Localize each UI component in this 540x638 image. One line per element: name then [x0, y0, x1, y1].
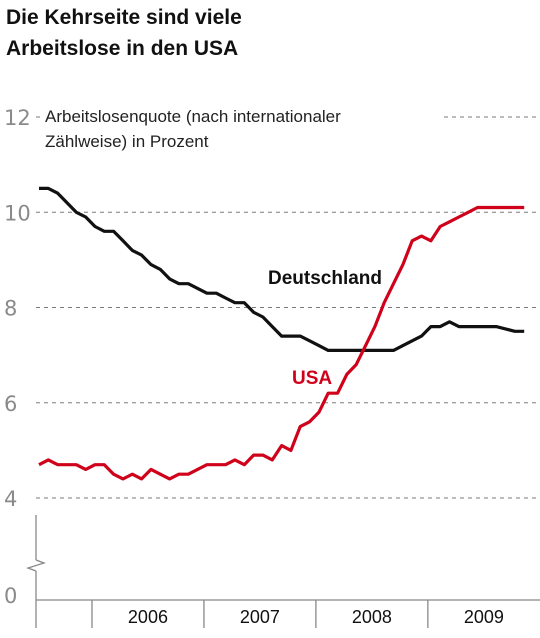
y-tick-label-12: 12 [4, 106, 31, 130]
x-tick-label-2006: 2006 [128, 607, 168, 627]
chart-title-line-2: Arbeitslose in den USA [6, 37, 239, 60]
axis-annotation: Arbeitslosenquote (nach internationaler … [40, 100, 440, 152]
y-tick-label-10: 10 [4, 201, 31, 225]
y-tick-label-6: 6 [4, 392, 17, 416]
axes [25, 515, 540, 628]
gridlines [36, 116, 540, 499]
series-label-usa: USA [292, 368, 332, 389]
y-tick-label-8: 8 [4, 297, 17, 321]
series-line-usa [38, 205, 525, 481]
y-axis-ticks: 0 4 6 8 10 12 [4, 106, 31, 608]
chart-title-line-1: Die Kehrseite sind viele [6, 6, 242, 29]
x-tick-label-2008: 2008 [352, 607, 392, 627]
series-labels: Deutschland USA [268, 268, 382, 389]
series-line-deutschland [39, 186, 525, 352]
y-tick-label-0: 0 [4, 584, 17, 608]
series-label-deutschland: Deutschland [268, 268, 382, 289]
x-tick-label-2007: 2007 [240, 607, 280, 627]
annotation-line-2: Zählweise) in Prozent [45, 132, 209, 151]
series [38, 186, 525, 481]
annotation-background [40, 100, 440, 152]
x-tick-label-2009: 2009 [464, 607, 504, 627]
x-axis-ticks: 2006 2007 2008 2009 [128, 607, 504, 627]
chart-title: Die Kehrseite sind viele Arbeitslose in … [6, 2, 242, 64]
annotation-line-1: Arbeitslosenquote (nach internationaler [45, 107, 341, 126]
y-axis-break [25, 559, 47, 572]
y-tick-label-4: 4 [4, 487, 17, 511]
